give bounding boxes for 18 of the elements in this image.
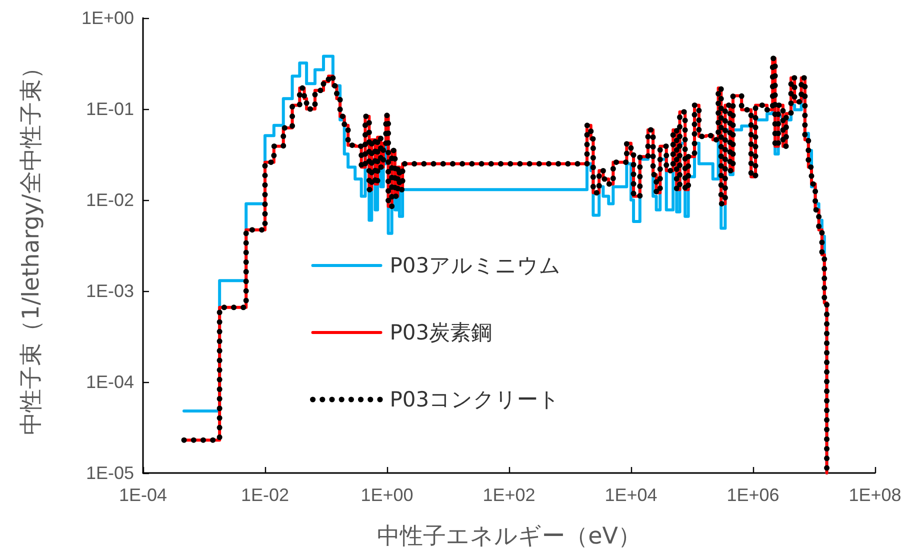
x-tick-label: 1E+00 [360, 485, 414, 505]
legend-label: P03コンクリート [390, 388, 560, 412]
y-tick-label: 1E+00 [81, 8, 134, 28]
x-tick-label: 1E+06 [726, 485, 780, 505]
x-tick-label: 1E-04 [118, 485, 168, 505]
y-tick-label: 1E-05 [86, 463, 134, 483]
legend-label: P03アルミニウム [390, 254, 562, 278]
y-tick-label: 1E-03 [86, 281, 134, 301]
x-axis-title: 中性子エネルギー（eV） [377, 524, 641, 550]
x-tick-label: 1E+02 [482, 485, 536, 505]
y-tick-label: 1E-02 [86, 190, 134, 210]
x-tick-label: 1E+08 [848, 485, 902, 505]
x-tick-label: 1E-02 [240, 485, 290, 505]
y-tick-label: 1E-01 [86, 99, 134, 119]
y-axis-title: 中性子束（1/lethargy/全中性子束） [18, 56, 44, 435]
x-tick-label: 1E+04 [604, 485, 658, 505]
y-tick-label: 1E-04 [86, 372, 134, 392]
legend-label: P03炭素鋼 [390, 320, 492, 344]
